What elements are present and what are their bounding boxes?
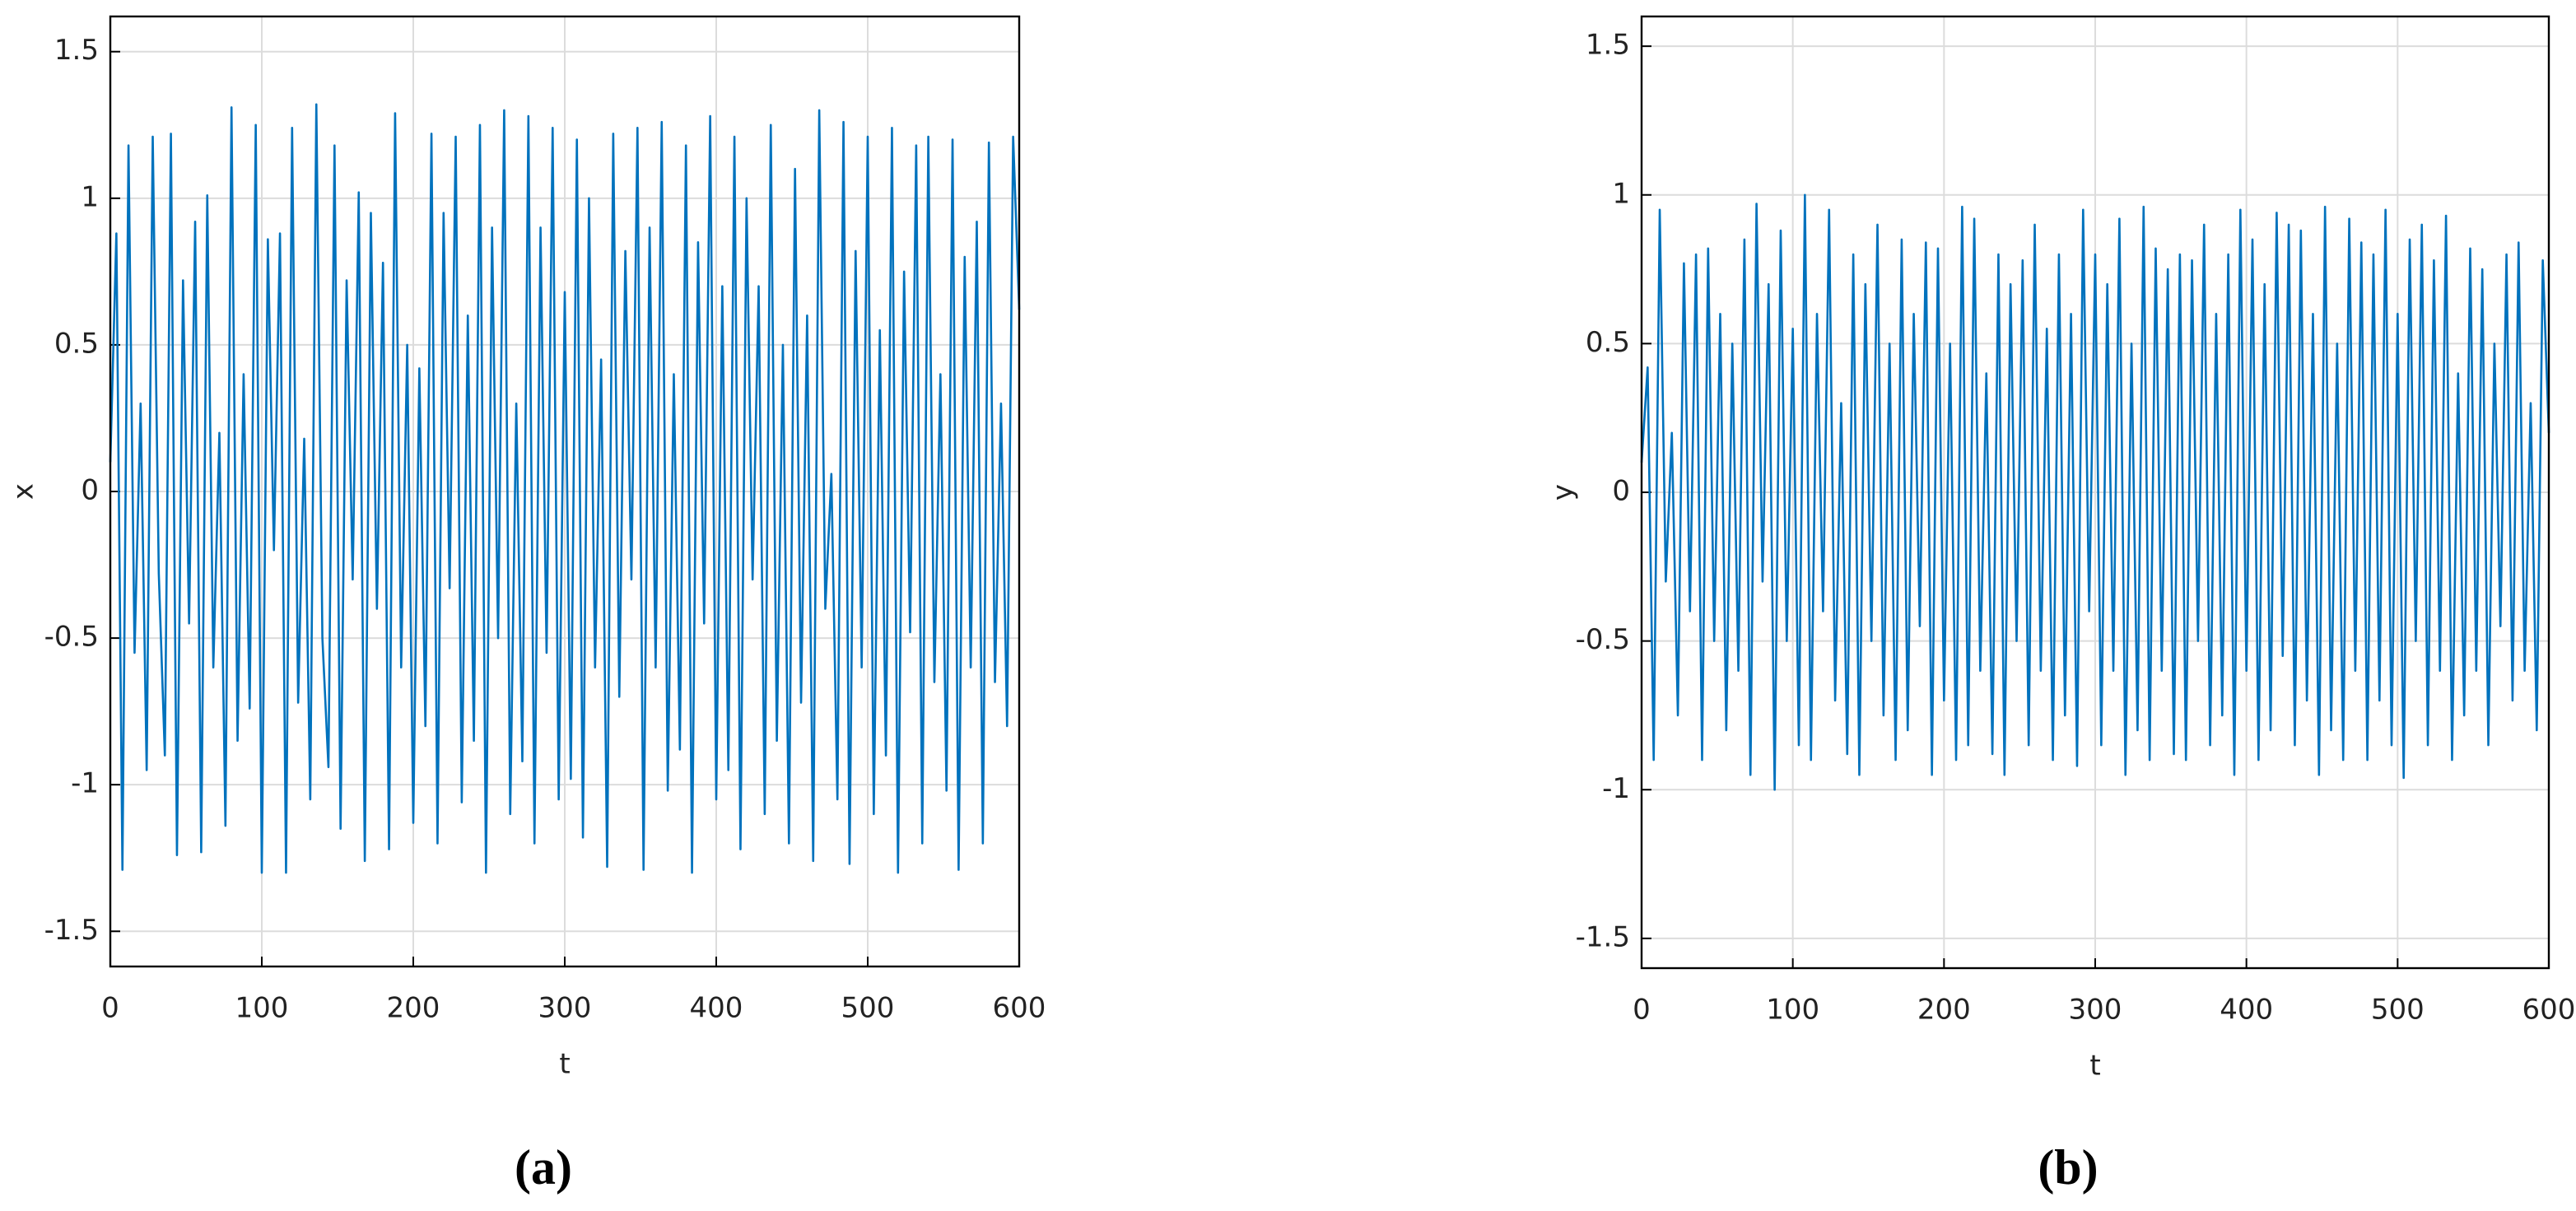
x-tick-label: 600 [2522, 994, 2576, 1027]
caption: (b) [2038, 1140, 2098, 1195]
data-line [109, 103, 1021, 874]
caption: (a) [515, 1140, 572, 1195]
x-tick-label: 0 [1633, 994, 1651, 1027]
y-tick-label: -0.5 [1576, 623, 1630, 656]
y-tick-label: 0 [81, 474, 99, 507]
y-tick-label: 0 [1612, 475, 1630, 508]
y-tick-label: -1 [71, 767, 99, 800]
y-tick-label: 1.5 [54, 34, 99, 67]
y-tick-label: 1 [1612, 177, 1630, 210]
x-tick-label: 500 [2371, 994, 2425, 1027]
y-tick-label: 0.5 [1586, 326, 1630, 359]
x-tick-label: 400 [2220, 994, 2273, 1027]
x-axis-label: t [2089, 1050, 2100, 1083]
x-tick-label: 400 [690, 992, 743, 1025]
y-tick-label: 1 [81, 180, 99, 213]
y-axis-label: x [7, 483, 40, 500]
axes-box [109, 15, 1021, 968]
x-tick-label: 100 [1766, 994, 1819, 1027]
y-tick-label: -1.5 [44, 914, 99, 947]
y-tick-label: -1 [1602, 772, 1630, 805]
x-tick-label: 100 [235, 992, 289, 1025]
x-tick-label: 500 [841, 992, 895, 1025]
x-tick-label: 200 [387, 992, 440, 1025]
data-line [1640, 193, 2550, 791]
y-tick-label: -0.5 [44, 621, 99, 654]
x-axis-label: t [559, 1048, 570, 1081]
x-tick-label: 200 [1917, 994, 1971, 1027]
y-tick-label: -1.5 [1576, 920, 1630, 953]
x-tick-label: 300 [2069, 994, 2122, 1027]
y-tick-label: 0.5 [54, 327, 99, 360]
x-tick-label: 600 [993, 992, 1046, 1025]
x-tick-label: 300 [538, 992, 592, 1025]
y-tick-label: 1.5 [1586, 29, 1630, 62]
axes-box [1640, 15, 2550, 970]
x-tick-label: 0 [101, 992, 119, 1025]
y-axis-label: y [1547, 484, 1580, 501]
